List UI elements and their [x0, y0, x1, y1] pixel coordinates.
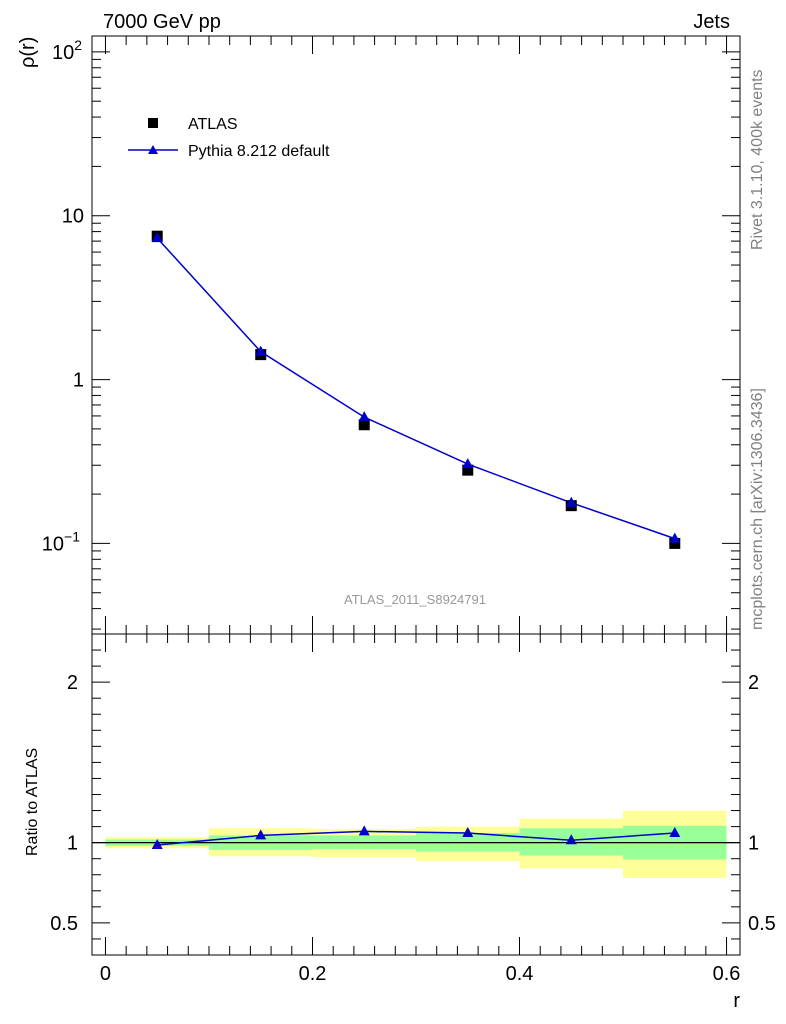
- legend-data-label: ATLAS: [188, 116, 238, 133]
- ratio-mc-point: [151, 839, 163, 850]
- mc-curve: [156, 237, 676, 540]
- process-label: Jets: [693, 11, 730, 33]
- x-tick-label: 0.6: [713, 963, 741, 985]
- rivet-version-label: Rivet 3.1.10, 400k events: [749, 69, 766, 250]
- ratio-y-tick-label-left: 1: [67, 833, 78, 855]
- ratio-mc-point: [669, 827, 681, 838]
- mc-point: [462, 458, 474, 469]
- x-tick-label: 0.2: [299, 963, 327, 985]
- main-y-tick-label: 1: [73, 370, 84, 392]
- legend-mc-marker: [148, 145, 158, 154]
- ratio-mc-point: [565, 834, 577, 845]
- ratio-y-tick-label-right: 1: [748, 833, 759, 855]
- data-point: [462, 464, 474, 476]
- axes-frames: 0 0.2 0.4 0.6 102 10 1 10−1 0.5 0.5 1 1 2 2: [42, 35, 776, 985]
- ratio-mc-point: [462, 827, 474, 838]
- ratio-plot-frame: [91, 633, 741, 956]
- ratio-mc-point: [358, 825, 370, 836]
- main-ylabel: ρ(r): [17, 37, 39, 68]
- ratio-mc-point: [255, 829, 267, 840]
- main-y-tick-label: 10: [62, 206, 84, 228]
- ratio-y-tick-label-left: 2: [67, 672, 78, 694]
- x-axis-label: r: [733, 990, 740, 1012]
- x-tick-label: 0.4: [506, 963, 534, 985]
- mc-point: [151, 232, 163, 243]
- ratio-y-tick-label-right: 2: [748, 672, 759, 694]
- mc-point: [358, 411, 370, 422]
- ratio-mc-curve: [157, 830, 675, 846]
- main-series: [151, 230, 681, 549]
- ratio-uncertainty-bands: [92, 810, 740, 878]
- energy-label: 7000 GeV pp: [103, 11, 221, 33]
- mcplots-site-label: mcplots.cern.ch [arXiv:1306.3436]: [749, 388, 766, 630]
- ratio-series: [151, 825, 681, 850]
- data-point: [669, 537, 681, 549]
- tick-exponent: 2: [74, 37, 82, 53]
- ratio-y-tick-label-left: 0.5: [50, 913, 78, 935]
- main-y-tick-label: 102: [52, 37, 82, 64]
- analysis-id-label: ATLAS_2011_S8924791: [344, 592, 486, 607]
- x-tick-label: 0: [100, 963, 111, 985]
- ratio-ylabel: Ratio to ATLAS: [24, 748, 41, 856]
- ratio-y-tick-label-right: 0.5: [748, 913, 776, 935]
- mc-point: [669, 532, 681, 543]
- legend-data-marker: [148, 118, 158, 128]
- main-y-tick-label: 10−1: [42, 528, 80, 555]
- data-point: [358, 419, 370, 431]
- legend-mc-label: Pythia 8.212 default: [188, 143, 330, 160]
- mc-point: [565, 496, 577, 507]
- mc-point: [255, 345, 267, 356]
- tick-exponent: −1: [64, 528, 80, 544]
